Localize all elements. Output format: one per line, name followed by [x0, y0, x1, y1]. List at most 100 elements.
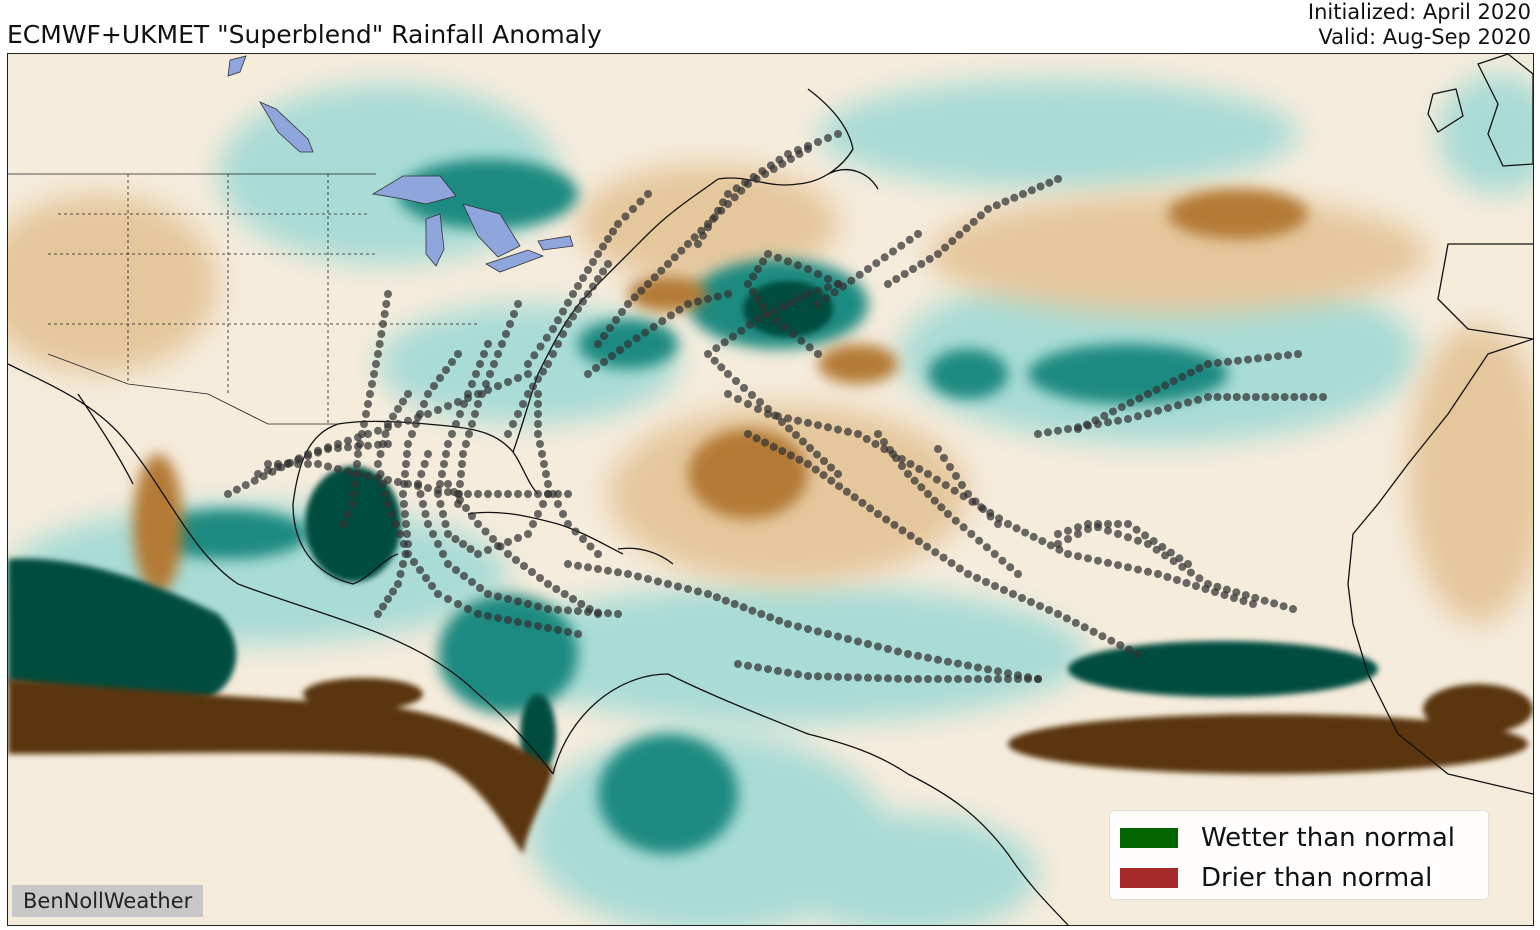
storm-track-point	[494, 490, 502, 498]
storm-track-point	[417, 470, 426, 478]
storm-track-point	[524, 370, 532, 378]
storm-track-point	[994, 675, 1002, 683]
storm-track-point	[657, 266, 666, 275]
storm-track-point	[824, 275, 832, 283]
storm-track-point	[1046, 541, 1055, 550]
storm-track-point	[604, 609, 612, 618]
storm-track-point	[482, 380, 490, 388]
storm-track-point	[401, 470, 409, 478]
storm-track-point	[704, 295, 712, 303]
storm-track-point	[504, 538, 512, 546]
storm-track-point	[1089, 627, 1098, 636]
storm-track-point	[839, 282, 847, 291]
storm-track-point	[512, 556, 520, 564]
storm-track-point	[399, 490, 407, 498]
storm-track-point	[384, 476, 392, 484]
storm-track-point	[1074, 552, 1082, 561]
storm-track-point	[854, 673, 862, 682]
storm-track-point	[489, 535, 497, 543]
storm-track-point	[931, 548, 940, 557]
newfoundland	[827, 169, 879, 190]
storm-track-point	[764, 665, 772, 674]
storm-track-point	[992, 201, 1001, 210]
storm-track-point	[794, 622, 802, 631]
storm-track-point	[1021, 528, 1030, 537]
storm-track-point	[785, 424, 793, 433]
storm-track-point	[594, 340, 602, 348]
storm-track-point	[534, 375, 542, 383]
storm-track-point	[950, 486, 959, 495]
storm-track-point	[998, 556, 1007, 565]
storm-track-point	[524, 490, 532, 498]
storm-track-point	[917, 483, 926, 492]
storm-track-point	[1044, 428, 1052, 437]
storm-track-point	[424, 410, 432, 418]
storm-track-point	[530, 351, 539, 360]
lake-winnipeg	[259, 101, 314, 153]
storm-track-point	[784, 668, 792, 677]
wet-strong-area	[8, 558, 237, 701]
storm-track-point	[574, 561, 582, 570]
storm-track-point	[748, 606, 757, 615]
storm-track-point	[1264, 353, 1272, 362]
storm-track-point	[694, 297, 702, 306]
wet-light-area	[778, 814, 1038, 925]
storm-track-point	[1082, 420, 1091, 429]
storm-track-point	[468, 512, 476, 520]
storm-track-point	[1251, 393, 1260, 401]
storm-track-point	[584, 266, 592, 274]
storm-track-point	[394, 478, 402, 486]
storm-track-point	[884, 674, 892, 683]
storm-track-point	[924, 470, 932, 478]
storm-track-point	[349, 500, 357, 508]
storm-track-point	[424, 390, 432, 398]
storm-track-point	[1232, 393, 1241, 401]
storm-track-point	[915, 465, 924, 473]
storm-track-point	[764, 405, 772, 413]
storm-track-point	[641, 328, 650, 337]
storm-track-point	[264, 460, 272, 468]
storm-track-point	[509, 420, 517, 428]
storm-track-point	[734, 660, 742, 668]
storm-track-point	[644, 280, 652, 288]
storm-track-point	[694, 240, 702, 248]
storm-track-point	[416, 566, 424, 574]
storm-track-point	[457, 470, 465, 478]
storm-track-point	[1224, 357, 1232, 366]
storm-track-point	[436, 374, 444, 382]
storm-track-point	[1084, 554, 1092, 563]
storm-track-point	[1094, 520, 1102, 528]
storm-track-point	[764, 250, 772, 258]
storm-track-point	[1024, 675, 1032, 683]
storm-track-point	[494, 382, 502, 390]
storm-track-point	[434, 486, 442, 494]
storm-track-point	[1201, 585, 1210, 593]
storm-track-point	[941, 481, 950, 490]
storm-track-point	[924, 675, 932, 683]
storm-track-point	[538, 450, 546, 458]
storm-track-point	[924, 490, 932, 498]
storm-track-point	[408, 430, 416, 438]
storm-track-point	[1027, 598, 1035, 606]
storm-track-point	[594, 550, 602, 558]
storm-track-point	[889, 247, 897, 256]
storm-track-point	[959, 523, 968, 532]
storm-track-point	[914, 537, 923, 546]
storm-track-point	[394, 405, 402, 413]
storm-track-point	[624, 300, 632, 308]
dry-strong-area	[303, 678, 423, 710]
storm-track-point	[1186, 568, 1195, 577]
storm-track-point	[1116, 641, 1125, 650]
storm-track-point	[514, 597, 522, 606]
storm-track-point	[600, 332, 608, 340]
storm-track-point	[1211, 588, 1219, 596]
storm-track-point	[991, 582, 999, 590]
storm-track-point	[1071, 618, 1080, 627]
storm-track-point	[924, 653, 932, 662]
storm-track-point	[400, 500, 408, 508]
storm-track-point	[254, 470, 262, 478]
storm-track-point	[389, 587, 397, 596]
storm-track-point	[778, 447, 787, 456]
storm-track-point	[1154, 570, 1162, 578]
storm-track-point	[539, 367, 547, 376]
